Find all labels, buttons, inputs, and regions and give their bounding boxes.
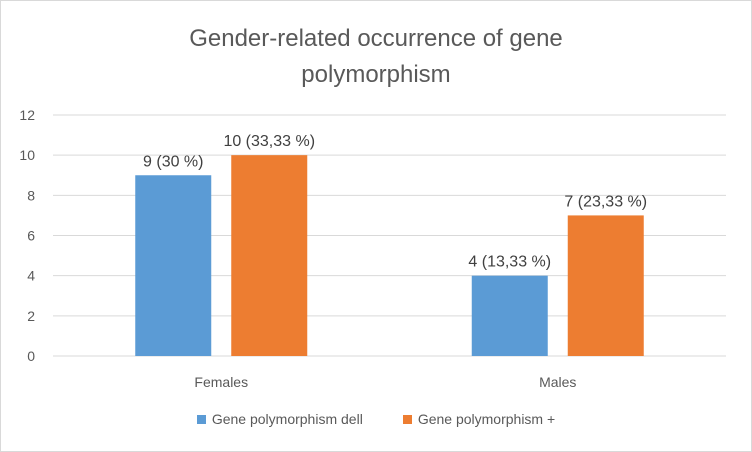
legend-label-dell: Gene polymorphism dell bbox=[211, 411, 363, 427]
legend-swatch-plus bbox=[402, 414, 412, 424]
y-tick-label: 0 bbox=[27, 348, 35, 364]
data-label: 4 (13,33 %) bbox=[468, 254, 551, 271]
chart-title-line-1: Gender-related occurrence of gene bbox=[189, 25, 563, 52]
y-tick-label: 6 bbox=[27, 228, 35, 244]
y-tick-label: 10 bbox=[19, 147, 35, 163]
legend-item-dell: Gene polymorphism dell bbox=[196, 411, 363, 427]
data-label: 9 (30 %) bbox=[143, 153, 203, 170]
chart-title-line-2: polymorphism bbox=[301, 61, 451, 88]
data-label: 7 (23,33 %) bbox=[564, 193, 647, 210]
legend-item-plus: Gene polymorphism + bbox=[402, 411, 556, 427]
y-tick-label: 4 bbox=[27, 268, 35, 284]
y-tick-label: 2 bbox=[27, 308, 35, 324]
x-tick-label: Females bbox=[194, 374, 248, 390]
bar bbox=[567, 215, 644, 356]
chart-legend: Gene polymorphism dell Gene polymorphism… bbox=[1, 411, 751, 427]
legend-label-plus: Gene polymorphism + bbox=[417, 411, 556, 427]
bar bbox=[135, 175, 212, 356]
chart-title: Gender-related occurrence of gene polymo… bbox=[1, 21, 751, 93]
bar bbox=[471, 275, 548, 356]
legend-swatch-dell bbox=[196, 414, 206, 424]
data-label: 10 (33,33 %) bbox=[223, 133, 315, 150]
y-tick-label: 8 bbox=[27, 187, 35, 203]
x-tick-label: Males bbox=[539, 374, 576, 390]
bar bbox=[231, 155, 308, 356]
y-tick-label: 12 bbox=[19, 107, 35, 123]
